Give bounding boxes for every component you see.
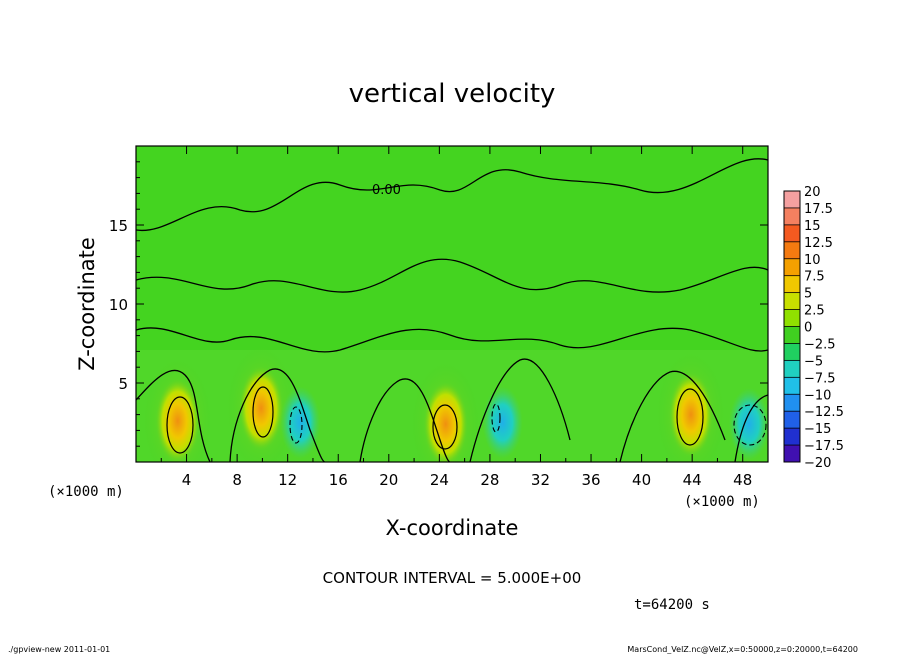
x-tick-label: 20 — [379, 471, 398, 489]
colorbar-swatch — [784, 191, 800, 208]
colorbar-swatch — [784, 309, 800, 327]
colorbar-swatch — [784, 241, 800, 259]
colorbar-swatch — [784, 445, 800, 462]
colorbar-swatch — [784, 275, 800, 293]
x-axis: 4 8 12 16 20 24 28 32 36 40 44 48 — [160, 146, 752, 489]
downdraft-cell — [729, 388, 768, 461]
colorbar-label: −2.5 — [804, 337, 836, 352]
colorbar-swatch — [784, 343, 800, 361]
colorbar-swatch — [784, 428, 800, 446]
x-tick-label: 24 — [430, 471, 449, 489]
colorbar-label: 2.5 — [804, 304, 825, 319]
y-axis: 5 10 15 — [109, 161, 768, 447]
colorbar-label: −12.5 — [804, 405, 844, 420]
x-tick-label: 16 — [329, 471, 348, 489]
colorbar: 20 17.5 15 12.5 10 7.5 5 2.5 0−2.5 −5 −7.5 −10 −12.5… — [783, 185, 844, 471]
downdraft-contours — [289, 403, 767, 446]
footer-right: MarsCond_VelZ.nc@VelZ,x=0:50000,z=0:2000… — [627, 645, 858, 654]
contour-label: 0.00 — [372, 183, 401, 198]
colorbar-label: 10 — [804, 253, 821, 268]
updraft-cell — [239, 366, 284, 451]
colorbar-swatch — [784, 258, 800, 276]
colorbar-label: −10 — [804, 388, 831, 403]
x-unit-note: (×1000 m) — [684, 494, 760, 510]
colorbar-swatch — [784, 292, 800, 310]
colorbar-label: −7.5 — [804, 371, 836, 386]
footer-left: ./gpview-new 2011-01-01 — [8, 645, 110, 654]
time-text: t=64200 s — [634, 597, 710, 613]
colorbar-swatch — [784, 394, 800, 412]
x-tick-label: 44 — [683, 471, 702, 489]
colorbar-label: −20 — [804, 456, 831, 471]
x-tick-label: 40 — [632, 471, 651, 489]
colorbar-label: 12.5 — [804, 236, 833, 251]
x-axis-label: X-coordinate — [386, 516, 519, 540]
downdraft-cell — [482, 386, 523, 459]
updraft-core-contours — [166, 386, 704, 454]
plot-area: 0.00 — [136, 146, 768, 462]
x-tick-label: 32 — [531, 471, 550, 489]
colorbar-label: 7.5 — [804, 270, 825, 285]
colorbar-swatch — [784, 224, 800, 242]
contour-lines — [136, 158, 768, 462]
colorbar-label: 17.5 — [804, 202, 833, 217]
colorbar-swatch — [784, 207, 800, 225]
x-tick-label: 28 — [480, 471, 499, 489]
colorbar-swatch — [784, 360, 800, 378]
x-tick-label: 8 — [232, 471, 242, 489]
x-tick-label: 48 — [733, 471, 752, 489]
x-tick-label: 12 — [278, 471, 297, 489]
updraft-cell — [423, 382, 468, 462]
colorbar-label: 0 — [804, 321, 812, 336]
colorbar-label: −5 — [804, 354, 823, 369]
y-axis-label: Z-coordinate — [75, 237, 99, 371]
chart-title: vertical velocity — [349, 79, 556, 109]
y-unit-note: (×1000 m) — [48, 484, 124, 500]
x-tick-label: 36 — [581, 471, 600, 489]
y-tick-label: 10 — [109, 296, 128, 314]
colorbar-label: 15 — [804, 219, 821, 234]
colorbar-label: −17.5 — [804, 439, 844, 454]
colorbar-swatch — [784, 411, 800, 429]
updraft-cell — [155, 378, 200, 462]
y-tick-label: 5 — [118, 375, 128, 393]
colorbar-swatch — [784, 377, 800, 395]
downdraft-cell — [280, 386, 321, 459]
colorbar-label: 5 — [804, 287, 812, 302]
updraft-cell — [668, 372, 713, 457]
x-tick-label: 4 — [182, 471, 192, 489]
y-tick-label: 15 — [109, 217, 128, 235]
colorbar-label: −15 — [804, 422, 831, 437]
contour-interval-text: CONTOUR INTERVAL = 5.000E+00 — [323, 569, 582, 587]
colorbar-label: 20 — [804, 185, 821, 200]
colorbar-swatch — [784, 326, 800, 344]
